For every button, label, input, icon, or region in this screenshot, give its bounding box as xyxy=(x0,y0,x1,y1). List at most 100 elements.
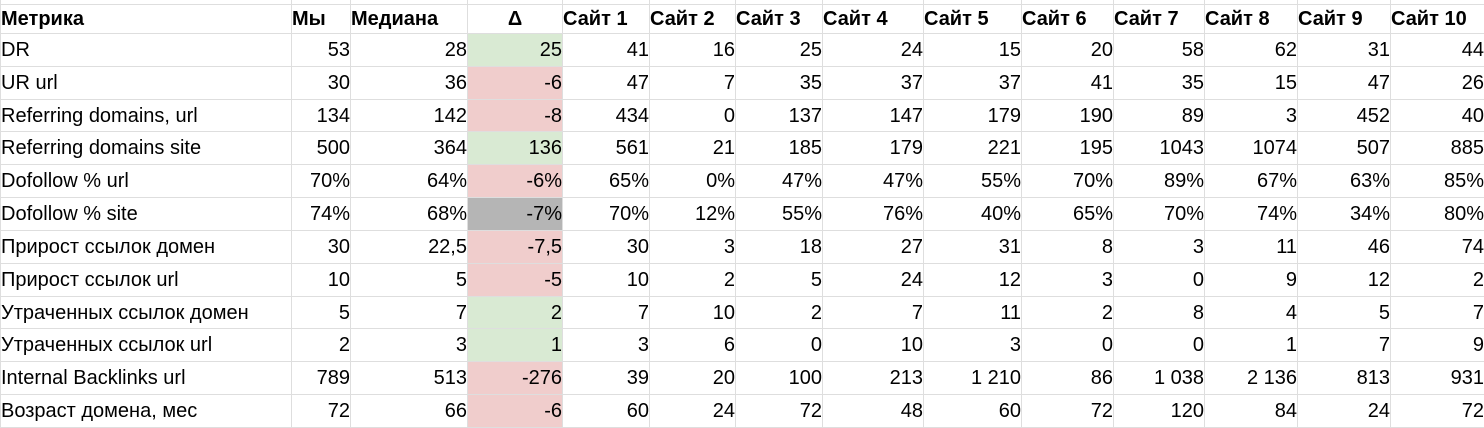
cell-site-10[interactable]: 40 xyxy=(1390,98,1484,133)
cell-site-9[interactable]: 31 xyxy=(1297,33,1391,67)
cell-site-8[interactable]: 9 xyxy=(1204,262,1298,297)
cell-delta[interactable]: -276 xyxy=(467,361,563,396)
cell-site-4[interactable]: 10 xyxy=(822,328,924,363)
cell-site-7[interactable]: 35 xyxy=(1113,65,1205,100)
cell-site-4[interactable]: 24 xyxy=(822,262,924,297)
cell-site-8[interactable]: 1074 xyxy=(1204,131,1298,166)
cell-us[interactable]: 74% xyxy=(291,197,351,231)
cell-median[interactable]: 513 xyxy=(350,361,468,396)
cell-site-4[interactable]: 76% xyxy=(822,197,924,231)
cell-site-3[interactable]: 100 xyxy=(735,361,823,396)
cell-metric[interactable]: UR url xyxy=(0,65,292,100)
cell-site-9[interactable]: 47 xyxy=(1297,65,1391,100)
cell-site-5[interactable]: 37 xyxy=(923,65,1022,100)
cell-site-6[interactable]: 72 xyxy=(1021,394,1114,428)
cell-site-4[interactable]: 147 xyxy=(822,98,924,133)
column-header-site-9[interactable]: Сайт 9 xyxy=(1297,4,1391,34)
cell-site-6[interactable]: 70% xyxy=(1021,164,1114,199)
cell-site-3[interactable]: 0 xyxy=(735,328,823,363)
cell-site-2[interactable]: 6 xyxy=(649,328,736,363)
cell-delta[interactable]: 1 xyxy=(467,328,563,363)
column-header-site-1[interactable]: Сайт 1 xyxy=(562,4,650,34)
cell-site-2[interactable]: 0 xyxy=(649,98,736,133)
cell-site-9[interactable]: 813 xyxy=(1297,361,1391,396)
cell-site-2[interactable]: 10 xyxy=(649,295,736,330)
cell-site-3[interactable]: 25 xyxy=(735,33,823,67)
cell-site-10[interactable]: 2 xyxy=(1390,262,1484,297)
cell-site-5[interactable]: 221 xyxy=(923,131,1022,166)
cell-site-4[interactable]: 213 xyxy=(822,361,924,396)
cell-site-6[interactable]: 0 xyxy=(1021,328,1114,363)
cell-site-9[interactable]: 46 xyxy=(1297,229,1391,264)
cell-site-1[interactable]: 434 xyxy=(562,98,650,133)
cell-site-4[interactable]: 7 xyxy=(822,295,924,330)
cell-median[interactable]: 364 xyxy=(350,131,468,166)
cell-site-9[interactable]: 452 xyxy=(1297,98,1391,133)
cell-site-10[interactable]: 85% xyxy=(1390,164,1484,199)
cell-site-7[interactable]: 58 xyxy=(1113,33,1205,67)
cell-metric[interactable]: Прирост ссылок url xyxy=(0,262,292,297)
cell-us[interactable]: 789 xyxy=(291,361,351,396)
cell-site-1[interactable]: 10 xyxy=(562,262,650,297)
cell-median[interactable]: 142 xyxy=(350,98,468,133)
cell-site-7[interactable]: 0 xyxy=(1113,262,1205,297)
cell-site-4[interactable]: 37 xyxy=(822,65,924,100)
cell-median[interactable]: 36 xyxy=(350,65,468,100)
cell-site-2[interactable]: 24 xyxy=(649,394,736,428)
cell-site-5[interactable]: 12 xyxy=(923,262,1022,297)
cell-site-1[interactable]: 47 xyxy=(562,65,650,100)
cell-site-10[interactable]: 931 xyxy=(1390,361,1484,396)
cell-site-1[interactable]: 39 xyxy=(562,361,650,396)
cell-site-6[interactable]: 8 xyxy=(1021,229,1114,264)
cell-site-8[interactable]: 3 xyxy=(1204,98,1298,133)
column-header-site-3[interactable]: Сайт 3 xyxy=(735,4,823,34)
cell-site-3[interactable]: 55% xyxy=(735,197,823,231)
cell-site-8[interactable]: 1 xyxy=(1204,328,1298,363)
cell-site-9[interactable]: 7 xyxy=(1297,328,1391,363)
cell-metric[interactable]: Утраченных ссылок url xyxy=(0,328,292,363)
cell-median[interactable]: 5 xyxy=(350,262,468,297)
column-header-site-8[interactable]: Сайт 8 xyxy=(1204,4,1298,34)
cell-delta[interactable]: 25 xyxy=(467,33,563,67)
cell-median[interactable]: 64% xyxy=(350,164,468,199)
cell-site-3[interactable]: 18 xyxy=(735,229,823,264)
column-header-site-7[interactable]: Сайт 7 xyxy=(1113,4,1205,34)
cell-site-2[interactable]: 12% xyxy=(649,197,736,231)
cell-site-5[interactable]: 31 xyxy=(923,229,1022,264)
column-header-site-4[interactable]: Сайт 4 xyxy=(822,4,924,34)
column-header-delta[interactable]: Δ xyxy=(467,4,563,34)
cell-site-9[interactable]: 5 xyxy=(1297,295,1391,330)
cell-site-8[interactable]: 2 136 xyxy=(1204,361,1298,396)
cell-site-8[interactable]: 67% xyxy=(1204,164,1298,199)
cell-delta[interactable]: -6 xyxy=(467,394,563,428)
cell-site-9[interactable]: 34% xyxy=(1297,197,1391,231)
cell-metric[interactable]: Прирост ссылок домен xyxy=(0,229,292,264)
cell-delta[interactable]: -8 xyxy=(467,98,563,133)
cell-site-3[interactable]: 5 xyxy=(735,262,823,297)
cell-site-1[interactable]: 60 xyxy=(562,394,650,428)
cell-site-7[interactable]: 89 xyxy=(1113,98,1205,133)
cell-us[interactable]: 134 xyxy=(291,98,351,133)
cell-site-7[interactable]: 1 038 xyxy=(1113,361,1205,396)
cell-site-4[interactable]: 27 xyxy=(822,229,924,264)
cell-site-6[interactable]: 3 xyxy=(1021,262,1114,297)
cell-delta[interactable]: -7,5 xyxy=(467,229,563,264)
cell-site-7[interactable]: 0 xyxy=(1113,328,1205,363)
column-header-site-6[interactable]: Сайт 6 xyxy=(1021,4,1114,34)
cell-site-4[interactable]: 47% xyxy=(822,164,924,199)
cell-site-5[interactable]: 55% xyxy=(923,164,1022,199)
cell-site-5[interactable]: 15 xyxy=(923,33,1022,67)
cell-site-7[interactable]: 89% xyxy=(1113,164,1205,199)
cell-site-1[interactable]: 30 xyxy=(562,229,650,264)
cell-site-7[interactable]: 120 xyxy=(1113,394,1205,428)
cell-site-6[interactable]: 2 xyxy=(1021,295,1114,330)
cell-site-7[interactable]: 70% xyxy=(1113,197,1205,231)
cell-site-5[interactable]: 179 xyxy=(923,98,1022,133)
cell-delta[interactable]: 136 xyxy=(467,131,563,166)
cell-site-5[interactable]: 40% xyxy=(923,197,1022,231)
cell-metric[interactable]: Internal Backlinks url xyxy=(0,361,292,396)
cell-us[interactable]: 30 xyxy=(291,65,351,100)
cell-site-10[interactable]: 885 xyxy=(1390,131,1484,166)
column-header-site-2[interactable]: Сайт 2 xyxy=(649,4,736,34)
cell-median[interactable]: 7 xyxy=(350,295,468,330)
